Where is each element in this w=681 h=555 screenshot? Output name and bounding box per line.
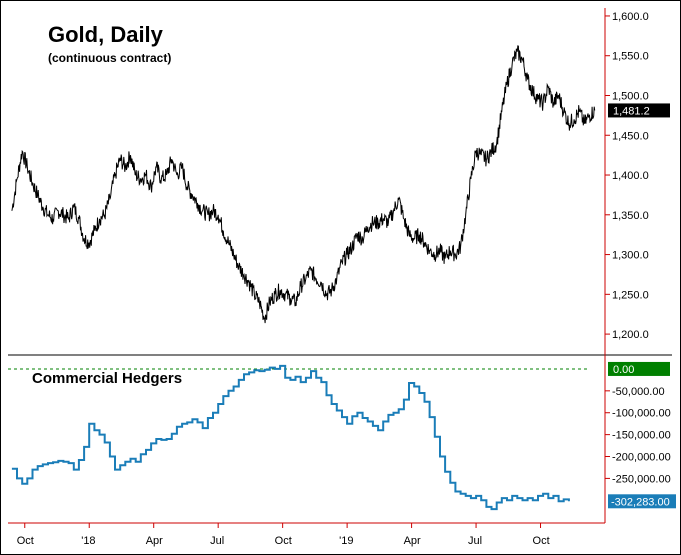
hedgers-last-value-label: -302,283.00 bbox=[611, 496, 670, 508]
price-last-value-badge: 1,481.2 bbox=[608, 103, 670, 118]
hedgers-y-axis: -50,000.00 -100,000.00 -150,000.00 -200,000… bbox=[605, 386, 671, 485]
price-y-tick-label: 1,600.0 bbox=[612, 11, 649, 23]
price-y-tick-label: 1,300.0 bbox=[612, 250, 649, 262]
x-tick-label: '18 bbox=[81, 535, 95, 547]
hedgers-y-tick-label: -200,000.00 bbox=[612, 452, 671, 464]
hedgers-last-value-badge: -302,283.00 bbox=[608, 494, 676, 509]
x-tick-label: Oct bbox=[533, 535, 550, 547]
hedgers-zero-label: 0.00 bbox=[613, 364, 634, 376]
price-last-value-label: 1,481.2 bbox=[613, 105, 650, 117]
price-panel: Gold, Daily (continuous contract) 1,200.… bbox=[11, 11, 670, 341]
hedgers-zero-badge: 0.00 bbox=[608, 361, 670, 376]
price-y-tick-label: 1,500.0 bbox=[612, 90, 649, 102]
price-y-tick-label: 1,450.0 bbox=[612, 130, 649, 142]
x-tick-label: Jul bbox=[210, 535, 224, 547]
price-y-tick-label: 1,550.0 bbox=[612, 51, 649, 63]
hedgers-panel: Commercial Hedgers -50,000.00 -100,000.00… bbox=[8, 361, 676, 511]
chart-subtitle: (continuous contract) bbox=[48, 51, 171, 65]
hedgers-y-tick-label: -150,000.00 bbox=[612, 430, 671, 442]
price-y-tick-label: 1,250.0 bbox=[612, 289, 649, 301]
x-tick-label: Apr bbox=[404, 535, 421, 547]
price-y-tick-label: 1,350.0 bbox=[612, 210, 649, 222]
x-tick-label: Oct bbox=[17, 535, 34, 547]
x-axis: Oct '18 Apr Jul Oct '19 Apr Jul Oct bbox=[17, 523, 550, 547]
x-tick-label: Jul bbox=[468, 535, 482, 547]
chart-title: Gold, Daily bbox=[48, 22, 164, 47]
hedgers-series-line bbox=[11, 364, 570, 511]
price-y-tick-label: 1,400.0 bbox=[612, 170, 649, 182]
x-tick-label: Apr bbox=[146, 535, 163, 547]
hedgers-label: Commercial Hedgers bbox=[32, 370, 182, 387]
hedgers-y-tick-label: -250,000.00 bbox=[612, 473, 671, 485]
price-y-axis: 1,200.0 1,250.0 1,300.0 1,350.0 1,400.0 1,450… bbox=[605, 11, 649, 341]
price-y-tick-label: 1,200.0 bbox=[612, 329, 649, 341]
x-tick-label: '19 bbox=[339, 535, 353, 547]
hedgers-y-tick-label: -100,000.00 bbox=[612, 408, 671, 420]
x-tick-label: Oct bbox=[275, 535, 292, 547]
price-series-line bbox=[11, 45, 596, 324]
hedgers-y-tick-label: -50,000.00 bbox=[612, 386, 665, 398]
